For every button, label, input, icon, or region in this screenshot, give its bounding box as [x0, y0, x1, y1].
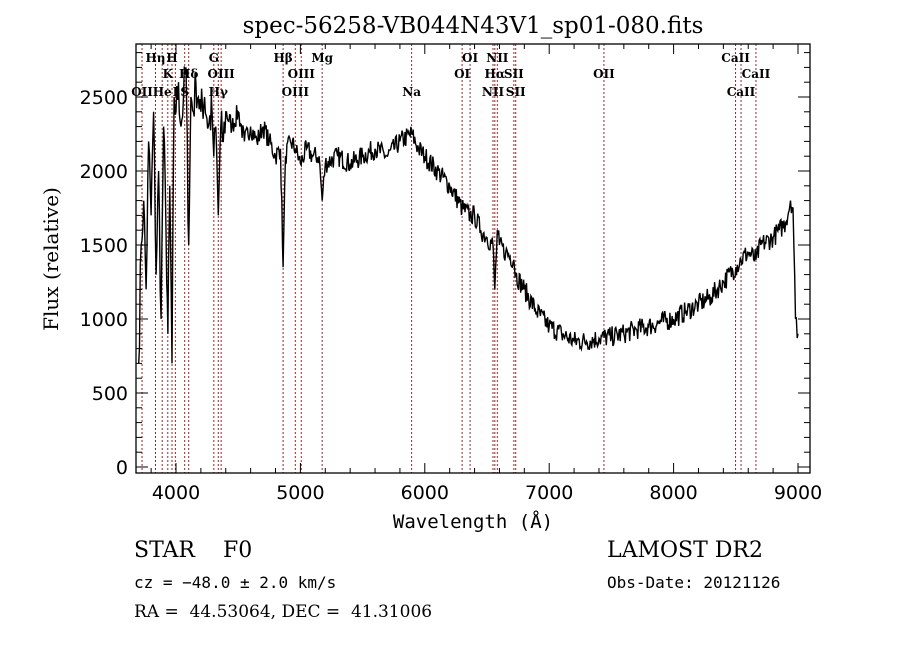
y-tick-label: 2500: [80, 87, 128, 109]
y-tick-label: 1500: [80, 235, 128, 257]
emission-line-label: H: [166, 51, 177, 65]
redshift-text: cz = −48.0 ± 2.0 km/s: [134, 573, 337, 592]
emission-line-label: Mg: [311, 51, 333, 65]
emission-line-label: G: [209, 51, 219, 65]
x-tick-label: 8000: [649, 482, 697, 504]
axis-ticks: [136, 44, 810, 473]
coords-text: RA = 44.53064, DEC = 41.31006: [134, 602, 433, 622]
emission-line-label: OI: [454, 67, 470, 81]
emission-line-label: NII: [486, 51, 509, 65]
emission-line-label: He: [153, 85, 172, 99]
obs-date-text: Obs-Date: 20121126: [607, 573, 781, 592]
x-tick-label: 6000: [401, 482, 449, 504]
x-tick-labels: 4000 5000 6000 7000 8000 9000: [152, 482, 822, 504]
emission-line-label: OIII: [288, 67, 316, 81]
y-axis-label: Flux (relative): [39, 187, 63, 331]
x-tick-label: 9000: [774, 482, 822, 504]
emission-line-label: Hη: [145, 51, 165, 65]
emission-line-label: CaII: [727, 85, 756, 99]
emission-line-label: Hα: [485, 67, 506, 81]
y-tick-label: 0: [116, 457, 128, 479]
x-tick-label: 5000: [276, 482, 324, 504]
emission-line-label: K: [163, 67, 174, 81]
emission-line-label: CaII: [742, 67, 771, 81]
x-axis-label: Wavelength (Å): [393, 510, 553, 533]
spectrum-series: [138, 66, 799, 364]
x-tick-label: 4000: [152, 482, 200, 504]
emission-line-label: CaII: [721, 51, 750, 65]
survey-text: LAMOST DR2: [607, 538, 763, 563]
x-tick-label: 7000: [525, 482, 573, 504]
emission-line-label: NII: [482, 85, 505, 99]
emission-line-label: SII: [506, 85, 526, 99]
emission-line-label: I: [173, 85, 179, 99]
emission-line-label: OII: [131, 85, 153, 99]
emission-line-label: S: [180, 85, 189, 99]
emission-line-label: OI: [462, 51, 478, 65]
emission-line-label: Na: [402, 85, 421, 99]
y-tick-label: 500: [92, 383, 128, 405]
y-tick-label: 2000: [80, 161, 128, 183]
subclass-text: F0: [222, 538, 253, 563]
emission-line-label: OIII: [208, 67, 236, 81]
emission-line-label: SII: [504, 67, 524, 81]
plot-frame: [135, 43, 811, 474]
emission-line-label: Hβ: [273, 51, 292, 65]
object-class-text: STAR: [134, 538, 195, 563]
chart-title: spec-56258-VB044N43V1_sp01-080.fits: [243, 13, 704, 39]
emission-line-markers: [141, 44, 757, 473]
y-tick-labels: 0 500 1000 1500 2000 2500: [80, 87, 128, 479]
emission-line-label: OII: [593, 67, 615, 81]
spectrum-line: [138, 66, 799, 364]
object-class: STAR F0: [134, 538, 252, 563]
emission-line-label: Hγ: [209, 85, 228, 99]
y-tick-label: 1000: [80, 309, 128, 331]
emission-line-label: OIII: [282, 85, 310, 99]
